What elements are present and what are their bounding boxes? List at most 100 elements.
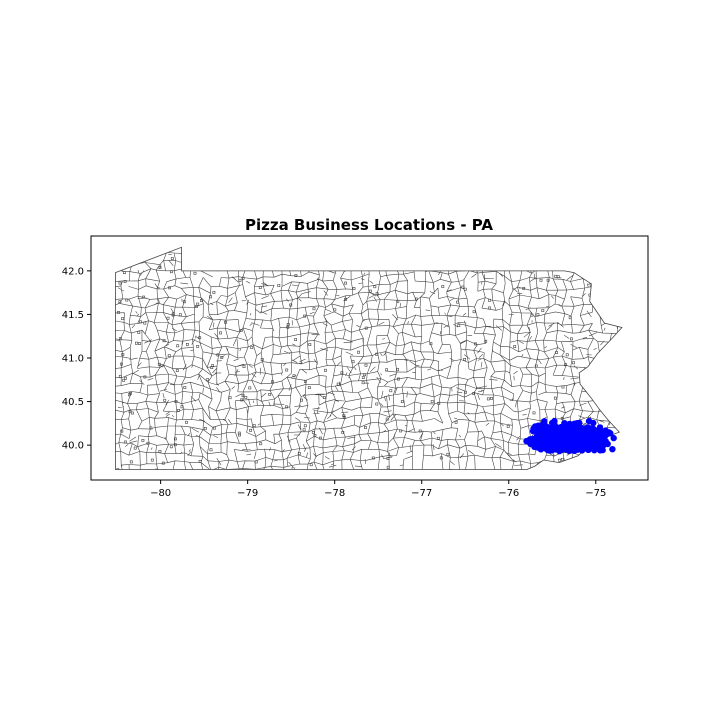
borough-mark [238,433,241,437]
borough-mark [300,398,303,402]
borough-mark [170,270,173,274]
borough-mark [294,274,298,278]
business-point [609,446,616,453]
borough-mark [228,396,232,400]
borough-mark [437,401,441,405]
borough-mark [302,428,306,432]
borough-mark [133,446,137,450]
borough-mark [292,374,296,378]
borough-mark [138,342,141,346]
borough-mark [389,389,393,393]
borough-mark [212,290,216,294]
borough-mark [129,460,133,464]
borough-mark [364,326,368,330]
borough-mark [361,381,365,385]
borough-mark [137,331,141,334]
borough-mark [198,336,202,340]
borough-mark [206,378,210,382]
borough-mark [163,398,167,402]
borough-mark [174,437,177,441]
borough-mark [252,424,256,428]
borough-mark [308,343,312,347]
borough-mark [363,373,366,377]
borough-mark [396,299,400,303]
borough-mark [120,362,124,366]
y-tick-label: 41.5 [62,310,84,321]
borough-mark [554,274,558,278]
borough-mark [556,275,560,279]
borough-mark [160,364,164,368]
borough-mark [385,368,389,372]
borough-mark [129,391,132,395]
business-point [601,433,608,441]
borough-mark [155,468,159,470]
borough-mark [568,316,572,320]
borough-mark [513,345,517,349]
borough-mark [448,468,452,470]
borough-mark [239,328,243,332]
y-tick-label: 40.5 [62,397,84,408]
borough-mark [429,342,433,346]
borough-mark [193,271,197,275]
borough-mark [342,415,346,419]
borough-mark [560,457,564,461]
borough-mark [560,416,564,420]
borough-mark [303,424,307,428]
borough-mark [561,385,565,389]
borough-mark [396,377,400,381]
borough-mark [209,295,213,299]
borough-mark [186,342,189,346]
borough-mark [220,356,224,359]
borough-mark [439,456,443,460]
borough-mark [169,445,173,449]
borough-mark [242,365,246,369]
borough-mark [564,363,567,367]
borough-mark [457,324,461,328]
borough-mark [297,451,301,455]
boundary-lines [115,247,622,470]
y-tick-label: 41.0 [62,354,84,365]
borough-mark [258,286,262,289]
borough-mark [118,374,122,378]
borough-mark [237,431,241,435]
borough-mark [553,396,557,400]
borough-mark [180,405,184,409]
borough-mark [135,341,138,345]
borough-mark [472,392,476,395]
business-cluster-core [573,425,602,444]
borough-mark [484,339,488,343]
borough-mark [555,351,558,355]
x-tick-label: −75 [585,488,606,499]
borough-mark [530,313,534,317]
borough-mark [486,397,490,401]
borough-mark [546,278,550,282]
borough-mark [319,436,322,440]
borough-mark [121,317,125,321]
borough-mark [291,467,295,470]
borough-mark [167,354,171,358]
borough-mark [238,278,242,282]
borough-mark [454,420,458,424]
borough-mark [249,428,253,432]
borough-mark [303,314,307,318]
borough-mark [139,320,142,324]
borough-mark [342,414,346,418]
borough-mark [268,392,272,396]
borough-mark [285,368,289,372]
borough-mark [386,465,390,469]
borough-mark [196,344,200,348]
borough-mark [441,285,445,288]
borough-mark [259,442,263,446]
borough-mark [488,306,491,310]
business-point [602,427,609,434]
business-point [529,427,537,435]
borough-mark [170,257,174,260]
borough-mark [312,307,316,311]
borough-mark [244,395,248,399]
borough-mark [116,468,120,470]
borough-mark [375,402,379,406]
borough-mark [294,338,298,342]
borough-mark [219,331,222,335]
borough-mark [361,376,365,380]
borough-mark [174,400,178,404]
